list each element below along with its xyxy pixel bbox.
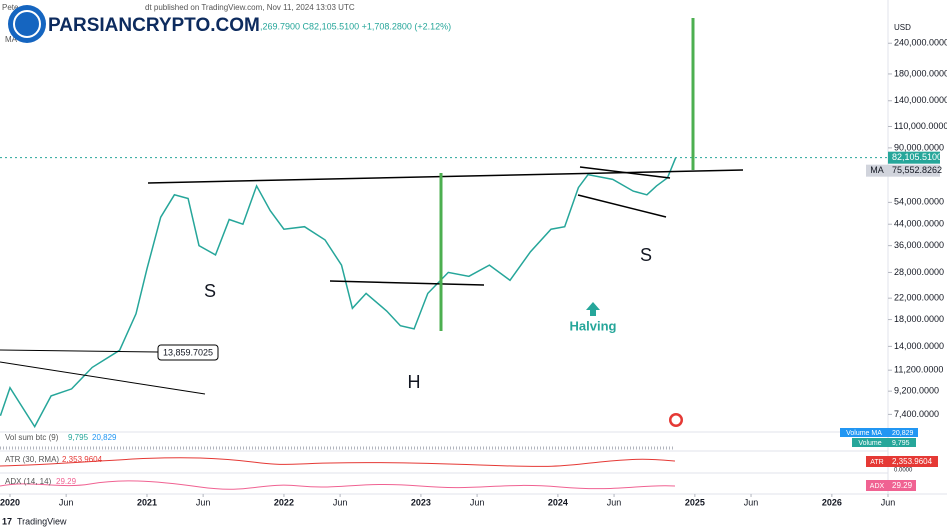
x-tick-label: 2021	[137, 497, 157, 507]
neckline	[147, 169, 744, 184]
y-tick-label: 11,200.0000	[894, 365, 943, 375]
y-tick-label: 110,000.0000	[894, 121, 947, 131]
price-tag-label: 82,105.5100	[892, 152, 942, 162]
price-pane	[0, 157, 888, 429]
x-tick-label: Jun	[333, 497, 348, 507]
footer-brand: TradingView	[17, 516, 67, 526]
price-tag	[888, 151, 940, 164]
x-tick-label: Jun	[744, 497, 759, 507]
support-line	[329, 280, 485, 286]
tag	[866, 456, 888, 467]
logo	[13, 10, 41, 38]
tag	[888, 428, 918, 437]
level-line	[0, 349, 159, 353]
y-tick-label: 140,000.0000	[894, 95, 947, 105]
volume-title: Vol sum btc (9)	[5, 433, 59, 442]
adx-line	[0, 480, 676, 490]
ma-tag-value: 75,552.8262	[892, 165, 942, 175]
y-tick-label: 14,000.0000	[894, 341, 944, 351]
x-tick-label: 2026	[822, 497, 842, 507]
level-box	[157, 344, 219, 361]
atr-title: ATR (30, RMA)	[5, 455, 59, 464]
atr-zero: 0.0000	[894, 468, 913, 474]
volume-ma-value: 20,829	[892, 430, 914, 437]
adx-value: 29.29	[56, 477, 77, 486]
ohlc-legend: L80,269.7900 C82,105.5100 +1,708.2800 (+…	[245, 21, 451, 31]
y-tick-label: 36,000.0000	[894, 240, 944, 250]
price-line	[0, 157, 677, 429]
footer-logo: 17	[2, 516, 12, 526]
currency: USD	[894, 23, 911, 32]
volume-value: 9,795	[68, 433, 89, 442]
y-tick-label: 240,000.0000	[894, 38, 947, 48]
halving-arrow	[586, 302, 600, 316]
tag	[840, 428, 888, 437]
y-tick-label: 9,200.0000	[894, 386, 939, 396]
trend-line	[0, 361, 206, 395]
atr-tag: ATR	[870, 459, 883, 466]
tag	[888, 480, 916, 491]
author: Pete	[2, 3, 19, 12]
event-icon	[671, 415, 681, 425]
y-tick-label: 44,000.0000	[894, 219, 944, 229]
watermark: PARSIANCRYPTO.COM	[48, 15, 260, 36]
level-label: 13,859.7025	[163, 347, 213, 357]
x-tick-label: 2020	[0, 497, 20, 507]
wedge-bottom	[577, 194, 667, 218]
ma-legend: MA	[5, 35, 18, 44]
x-tick-label: Jun	[881, 497, 896, 507]
y-tick-label: 22,000.0000	[894, 293, 944, 303]
ma-tag-label: MA	[870, 165, 884, 175]
halving-label: Halving	[570, 318, 617, 333]
x-tick-label: Jun	[59, 497, 74, 507]
x-tick-label: Jun	[470, 497, 485, 507]
tag	[888, 438, 916, 447]
volume-value: 9,795	[892, 440, 910, 447]
volume-ma-tag: Volume MA	[846, 430, 882, 437]
adx-tag: ADX	[870, 483, 885, 490]
ma-tag	[888, 164, 940, 177]
adx-title: ADX (14, 14)	[5, 477, 52, 486]
pattern-label: S	[204, 281, 216, 301]
y-tick-label: 7,400.0000	[894, 409, 939, 419]
x-tick-label: 2024	[548, 497, 568, 507]
tag	[888, 456, 938, 467]
wedge-top	[579, 166, 671, 179]
ma-tag	[866, 164, 888, 177]
y-tick-label: 90,000.0000	[894, 142, 944, 152]
y-tick-label: 180,000.0000	[894, 68, 947, 78]
y-tick-label: 54,000.0000	[894, 197, 944, 207]
adx-value: 29.29	[892, 481, 913, 490]
x-tick-label: Jun	[607, 497, 622, 507]
tag	[852, 438, 888, 447]
y-tick-label: 28,000.0000	[894, 267, 944, 277]
x-tick-label: 2022	[274, 497, 294, 507]
volume-ma-value: 20,829	[92, 433, 117, 442]
pattern-label: S	[640, 245, 652, 265]
published: dt published on TradingView.com, Nov 11,…	[145, 3, 355, 12]
atr-value: 2,353.9604	[62, 455, 103, 464]
pattern-label: H	[408, 372, 421, 392]
x-tick-label: 2023	[411, 497, 431, 507]
volume-tag: Volume	[858, 440, 881, 447]
x-tick-label: 2025	[685, 497, 705, 507]
atr-value: 2,353.9604	[892, 457, 933, 466]
atr-line	[0, 457, 676, 467]
tag	[866, 480, 888, 491]
y-tick-label: 18,000.0000	[894, 314, 944, 324]
x-tick-label: Jun	[196, 497, 211, 507]
